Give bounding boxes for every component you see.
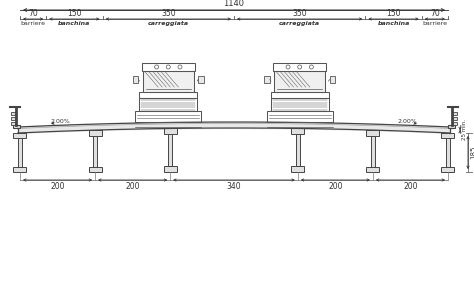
Bar: [164, 128, 177, 134]
Bar: [164, 166, 177, 172]
Bar: [371, 136, 374, 166]
Bar: [441, 133, 455, 138]
Bar: [93, 136, 97, 166]
Text: banchina: banchina: [58, 21, 91, 26]
Bar: [139, 92, 197, 98]
Bar: [133, 76, 138, 83]
Text: 2.00%: 2.00%: [50, 119, 70, 124]
Bar: [329, 76, 335, 83]
Bar: [267, 111, 332, 123]
Bar: [292, 128, 304, 134]
Text: 150: 150: [67, 8, 82, 18]
Bar: [366, 130, 379, 136]
Text: 200: 200: [126, 182, 140, 191]
Text: 200: 200: [50, 182, 65, 191]
Bar: [453, 122, 457, 125]
Text: 70: 70: [28, 8, 38, 18]
Bar: [264, 76, 270, 83]
Bar: [198, 76, 204, 83]
Text: barriere: barriere: [422, 21, 447, 26]
Text: 350: 350: [161, 8, 175, 18]
Text: 200: 200: [328, 182, 343, 191]
Bar: [274, 71, 325, 92]
Text: 340: 340: [227, 182, 241, 191]
Bar: [11, 122, 15, 125]
Bar: [296, 134, 300, 166]
Bar: [142, 63, 195, 71]
Bar: [366, 166, 379, 172]
Bar: [13, 125, 20, 128]
Text: carreggiata: carreggiata: [279, 21, 320, 26]
Bar: [136, 111, 201, 123]
Bar: [446, 138, 450, 167]
Text: 2.00%: 2.00%: [398, 119, 418, 124]
Bar: [143, 71, 194, 92]
Text: barriere: barriere: [21, 21, 46, 26]
Bar: [89, 130, 101, 136]
Text: carreggiata: carreggiata: [148, 21, 189, 26]
Bar: [273, 63, 326, 71]
Text: 350: 350: [292, 8, 307, 18]
Text: 1140: 1140: [224, 0, 245, 8]
Bar: [448, 125, 455, 128]
Bar: [168, 134, 172, 166]
Text: 150: 150: [386, 8, 401, 18]
Bar: [18, 138, 22, 167]
Bar: [139, 98, 197, 111]
Bar: [453, 117, 457, 120]
Bar: [13, 133, 27, 138]
Bar: [11, 112, 15, 115]
Bar: [13, 167, 27, 172]
Bar: [441, 167, 455, 172]
Text: 185: 185: [470, 146, 474, 159]
Bar: [271, 92, 328, 98]
Bar: [271, 98, 328, 111]
Text: 70: 70: [430, 8, 440, 18]
Bar: [453, 112, 457, 115]
Bar: [292, 166, 304, 172]
Bar: [89, 166, 101, 172]
Text: 25 min.: 25 min.: [462, 120, 467, 140]
Text: banchina: banchina: [377, 21, 410, 26]
Bar: [11, 117, 15, 120]
Text: 200: 200: [403, 182, 418, 191]
